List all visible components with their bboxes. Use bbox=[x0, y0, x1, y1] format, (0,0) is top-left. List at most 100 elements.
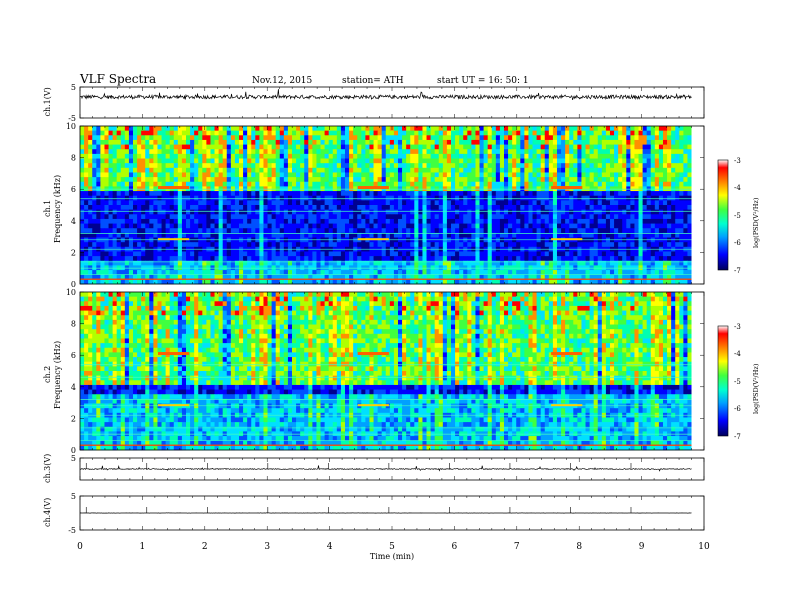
ch1-spectrogram-cell bbox=[92, 191, 97, 197]
ch1-spectrogram-cell bbox=[186, 177, 191, 183]
ch1-spectrogram-cell bbox=[349, 172, 354, 178]
ch1-spectrogram-cell bbox=[100, 256, 105, 262]
ch1-spectrogram-cell bbox=[687, 256, 692, 262]
ch1-spectrogram-cell bbox=[377, 270, 383, 276]
ch1-spectrogram-cell bbox=[324, 144, 330, 150]
ch1-spectrogram-cell bbox=[361, 274, 366, 280]
ch1-spectrogram-cell bbox=[112, 149, 118, 155]
ch1-spectrogram-cell bbox=[532, 223, 537, 229]
ch1-spectrogram-cell bbox=[589, 126, 595, 132]
ch1-spectrogram-cell bbox=[646, 167, 652, 173]
ch1-spectrogram-cell bbox=[536, 228, 542, 234]
ch1-spectrogram-cell bbox=[536, 205, 542, 211]
ch1-spectrogram-cell bbox=[556, 209, 562, 215]
ch1-spectrogram-cell bbox=[573, 153, 578, 159]
ch1-spectrogram-cell bbox=[340, 256, 346, 262]
ch1-spectrogram-cell bbox=[296, 242, 301, 248]
ch1-spectrogram-cell bbox=[218, 158, 224, 164]
ch1-spectrogram-cell bbox=[622, 181, 627, 187]
ch1-spectrogram-cell bbox=[226, 149, 232, 155]
ch1-spectrogram-cell bbox=[622, 144, 627, 150]
ch1-spectrogram-cell bbox=[532, 256, 537, 262]
ch1-spectrogram-cell bbox=[190, 126, 195, 132]
ch1-spectrogram-cell bbox=[324, 191, 330, 197]
ch1-spectrogram-cell bbox=[430, 130, 436, 136]
ch1-spectrogram-cell bbox=[353, 232, 358, 238]
ch1-spectrogram-cell bbox=[373, 223, 379, 229]
ch1-spectrogram-cell bbox=[308, 139, 313, 145]
ch1-spectrogram-cell bbox=[414, 209, 419, 215]
ch1-spectrogram-cell bbox=[455, 135, 460, 141]
ch1-spectrogram-cell bbox=[186, 181, 191, 187]
ch1-spectrogram-cell bbox=[438, 153, 444, 159]
ch1-spectrogram-cell bbox=[88, 139, 93, 145]
ch1-spectrogram-cell bbox=[446, 232, 452, 238]
ch1-spectrogram-cell bbox=[320, 130, 326, 136]
ch1-spectrogram-cell bbox=[471, 251, 476, 257]
ch1-spectrogram-cell bbox=[88, 274, 93, 280]
ch1-spectrogram-cell bbox=[300, 181, 305, 187]
ch1-spectrogram-cell bbox=[251, 149, 256, 155]
ch1-spectrogram-cell bbox=[120, 214, 126, 220]
ch1-spectrogram-cell bbox=[84, 135, 89, 141]
ch1-spectrogram-cell bbox=[487, 223, 493, 229]
ch1-spectrogram-cell bbox=[124, 130, 130, 136]
ch1-spectrogram-cell bbox=[194, 214, 199, 220]
ch1-spectrogram-cell bbox=[495, 270, 501, 276]
ch1-spectrogram-cell bbox=[291, 200, 297, 206]
ch1-spectrogram-cell bbox=[300, 153, 305, 159]
ch1-spectrogram-cell bbox=[275, 205, 281, 211]
ch1-spectrogram-cell bbox=[687, 205, 692, 211]
ch1-spectrogram-cell bbox=[475, 251, 480, 257]
ch1-spectrogram-cell bbox=[455, 158, 460, 164]
ch1-spectrogram-cell bbox=[316, 181, 321, 187]
ch1-spectrogram-cell bbox=[630, 209, 635, 215]
ch1-spectrogram-cell bbox=[593, 195, 599, 201]
ch1-spectrogram-cell bbox=[218, 126, 224, 132]
ch1-spectrogram-cell bbox=[316, 135, 321, 141]
ch1-spectrogram-cell bbox=[112, 251, 118, 257]
ch1-spectrogram-cell bbox=[503, 242, 509, 248]
ch1-spectrogram-cell bbox=[585, 195, 590, 201]
ch1-spectrogram-cell bbox=[402, 130, 407, 136]
ch1-spectrogram-cell bbox=[487, 126, 493, 132]
ch1-spectrogram-cell bbox=[532, 167, 537, 173]
ch1-spectrogram-cell bbox=[589, 149, 595, 155]
ch1-spectrogram-cell bbox=[96, 181, 101, 187]
ch1-spectrogram-cell bbox=[247, 195, 252, 201]
ch1-spectrogram-cell bbox=[614, 218, 619, 224]
ch1-spectrogram-cell bbox=[222, 139, 228, 145]
ch1-spectrogram-cell bbox=[320, 177, 326, 183]
ch1-spectrogram-cell bbox=[275, 158, 281, 164]
ch1-spectrogram-cell bbox=[128, 191, 134, 197]
ch1-spectrogram-cell bbox=[108, 205, 114, 211]
ch1-spectrogram-cell bbox=[377, 163, 383, 169]
ch1-spectrogram-cell bbox=[463, 260, 468, 266]
ch1-spectrogram-cell bbox=[536, 214, 542, 220]
ch1-spectrogram-cell bbox=[173, 205, 179, 211]
ch1-spectrogram-cell bbox=[218, 209, 224, 215]
ch1-spectrogram-cell bbox=[365, 209, 370, 215]
ch1-spectrogram-cell bbox=[124, 232, 130, 238]
ch1-spectrogram-cell bbox=[133, 191, 138, 197]
ch1-spectrogram-cell bbox=[503, 153, 509, 159]
ch1-spectrogram-cell bbox=[430, 223, 436, 229]
ch1-spectrogram-cell bbox=[271, 270, 277, 276]
ch1-spectrogram-cell bbox=[622, 200, 627, 206]
ch1-spectrogram-cell bbox=[312, 242, 317, 248]
ch1-spectrogram-cell bbox=[683, 200, 688, 206]
ch1-spectrogram-cell bbox=[149, 232, 154, 238]
ch1-spectrogram-cell bbox=[210, 209, 215, 215]
ch1-spectrogram-cell bbox=[446, 163, 452, 169]
ch1-spectrogram-cell bbox=[218, 205, 224, 211]
ch1-spectrogram-cell bbox=[618, 256, 623, 262]
ch1-spectrogram-cell bbox=[336, 135, 342, 141]
ch1-spectrogram-cell bbox=[402, 126, 407, 132]
ch1-spectrogram-cell bbox=[593, 270, 599, 276]
ch1-spectrogram-cell bbox=[683, 218, 688, 224]
ch1-spectrogram-cell bbox=[230, 172, 236, 178]
ch1-spectrogram-cell bbox=[169, 256, 175, 262]
ch1-spectrogram-cell bbox=[353, 256, 358, 262]
ch1-spectrogram-cell bbox=[683, 260, 688, 266]
ch1-spectrogram-cell bbox=[275, 167, 281, 173]
